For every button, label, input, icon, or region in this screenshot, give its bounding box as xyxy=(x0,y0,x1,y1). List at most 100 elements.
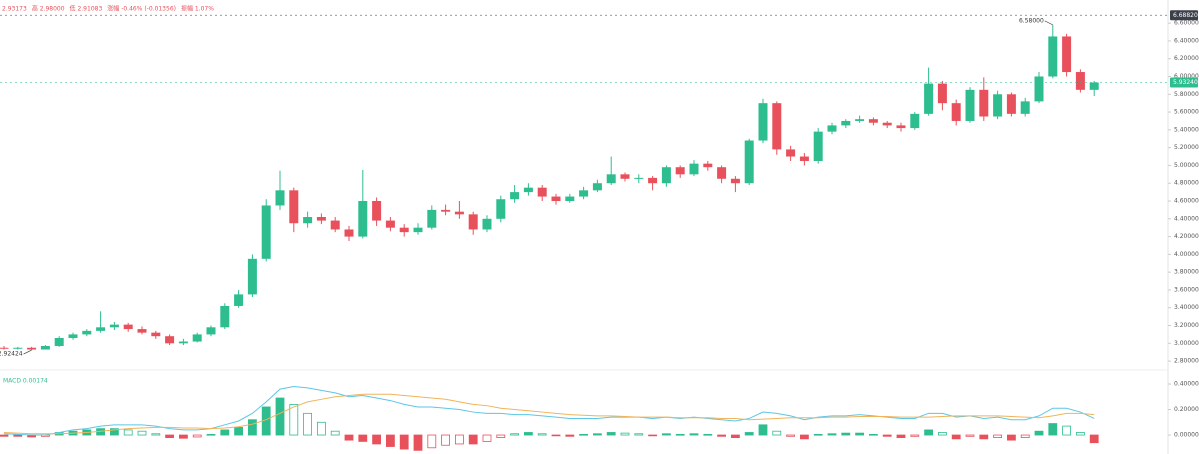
candle-body xyxy=(1006,94,1016,114)
candle-body xyxy=(965,89,975,121)
candle-body xyxy=(786,149,796,157)
macd-bar xyxy=(551,434,561,437)
y-tick-label: 5.80000 xyxy=(1174,91,1199,98)
annotation-leader xyxy=(23,349,32,355)
candle-body xyxy=(330,220,340,230)
y-tick-label: 2.80000 xyxy=(1174,358,1199,365)
candle-body xyxy=(813,131,823,161)
macd-bar xyxy=(247,419,257,436)
candle-body xyxy=(730,178,740,184)
candle-body xyxy=(1062,36,1072,73)
candle-body xyxy=(54,337,64,346)
candle-body xyxy=(206,327,216,335)
candle-body xyxy=(868,119,878,123)
macd-bar xyxy=(841,432,851,436)
candle-body xyxy=(496,199,506,219)
macd-bar xyxy=(703,433,713,436)
macd-bar xyxy=(482,434,492,442)
candle-body xyxy=(523,187,533,193)
macd-bar xyxy=(896,434,906,438)
macd-title: MACD 0.00174 xyxy=(3,378,48,385)
macd-bar xyxy=(537,433,547,436)
candle-body xyxy=(648,177,658,184)
macd-bar xyxy=(234,426,244,436)
candle-body xyxy=(468,214,478,230)
price-marker-box xyxy=(1170,10,1198,21)
candle-body xyxy=(841,120,851,126)
candle-body xyxy=(316,217,326,221)
candle-body xyxy=(510,192,520,200)
macd-bar xyxy=(662,433,671,436)
macd-bar xyxy=(869,433,878,436)
macd-bar xyxy=(882,434,892,437)
macd-bar xyxy=(758,424,768,436)
macd-bar xyxy=(454,434,464,445)
y-tick-label: 6.40000 xyxy=(1174,37,1199,44)
candle-body xyxy=(661,167,671,184)
macd-bar xyxy=(165,434,175,438)
macd-line xyxy=(3,393,1095,435)
candle-body xyxy=(951,103,961,121)
macd-bar xyxy=(303,412,313,436)
macd-bar xyxy=(938,432,947,436)
candle-body xyxy=(261,205,271,259)
macd-bar xyxy=(344,434,354,441)
candle-body xyxy=(565,196,575,202)
macd-bar xyxy=(855,432,864,436)
macd-bar xyxy=(13,434,23,437)
macd-bar xyxy=(593,433,602,436)
macd-bar xyxy=(951,434,961,440)
candle-body xyxy=(454,211,464,215)
annotation-leader xyxy=(1044,20,1053,26)
y-tick-label: 3.40000 xyxy=(1174,304,1199,311)
candle-body xyxy=(344,229,354,237)
header-item: 2.93173 xyxy=(2,6,27,13)
macd-bar xyxy=(220,429,230,436)
macd-bar xyxy=(648,434,657,437)
candle-body xyxy=(703,163,713,168)
header: 2.93173 高 2.98000 低 2.91083 涨幅 -0.46% (-0.0… xyxy=(2,5,214,13)
candle-body xyxy=(537,187,547,197)
candle-body xyxy=(109,324,119,328)
macd-bar xyxy=(731,434,740,438)
macd-bar xyxy=(1089,434,1099,444)
candle-body xyxy=(303,217,313,224)
candle-body xyxy=(275,190,285,206)
y-tick-label: 5.40000 xyxy=(1174,126,1199,133)
macd-bar xyxy=(385,434,395,447)
macd-bar xyxy=(192,434,202,438)
y-tick-label: 5.60000 xyxy=(1174,109,1199,116)
candle-body xyxy=(827,125,837,132)
candle-body xyxy=(234,294,244,306)
candle-body xyxy=(40,345,50,350)
macd-bar xyxy=(399,434,409,450)
y-tick-label: 0.00000 xyxy=(1174,432,1199,439)
macd-bar xyxy=(1076,432,1085,436)
annotation-label: 2.92424 xyxy=(0,351,23,358)
y-tick-label: 4.40000 xyxy=(1174,215,1199,222)
macd-bar xyxy=(206,433,216,436)
candle-body xyxy=(482,218,492,230)
macd-bar xyxy=(110,428,119,436)
macd-bar xyxy=(1048,423,1058,436)
price-marker-box xyxy=(1170,77,1198,88)
macd-bar xyxy=(965,434,975,437)
macd-bar xyxy=(993,434,1002,438)
macd-bar xyxy=(786,434,795,437)
price-marker-label: 5.93240 xyxy=(1173,79,1198,86)
candle-body xyxy=(247,258,257,295)
macd-bar xyxy=(979,434,989,440)
candle-body xyxy=(689,163,699,175)
candle-body xyxy=(551,196,561,202)
y-tick-label: 3.20000 xyxy=(1174,322,1199,329)
macd-bar xyxy=(910,434,920,437)
y-tick-label: 6.00000 xyxy=(1174,73,1199,80)
candle-body xyxy=(910,113,920,129)
macd-bar xyxy=(372,434,382,445)
candle-body xyxy=(799,156,809,161)
candle-body xyxy=(634,177,644,179)
candle-body xyxy=(82,330,92,335)
header-item: 涨幅 -0.46% (-0.01356) xyxy=(107,5,176,13)
candle-body xyxy=(606,174,616,184)
